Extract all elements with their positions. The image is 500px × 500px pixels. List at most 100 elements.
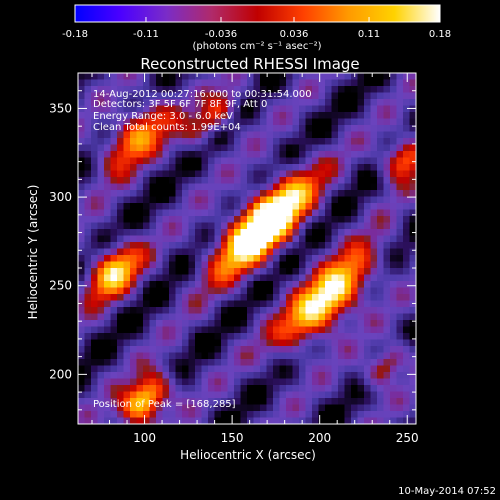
heatmap-cell <box>208 138 215 145</box>
heatmap-cell <box>260 287 267 295</box>
heatmap-cell <box>130 151 137 158</box>
heatmap-cell <box>331 268 339 275</box>
heatmap-cell <box>221 404 228 412</box>
heatmap-cell <box>318 411 326 418</box>
heatmap-cell <box>234 385 241 392</box>
heatmap-cell <box>338 99 345 106</box>
heatmap-cell <box>260 294 267 301</box>
heatmap-cell <box>357 255 365 262</box>
heatmap-cell <box>286 255 293 262</box>
heatmap-cell <box>266 326 274 334</box>
heatmap-cell <box>370 281 378 288</box>
heatmap-cell <box>234 138 241 145</box>
heatmap-cell <box>396 261 404 269</box>
heatmap-cell <box>364 281 371 288</box>
heatmap-cell <box>188 307 196 314</box>
heatmap-cell <box>97 281 105 288</box>
heatmap-cell <box>338 255 345 262</box>
heatmap-cell <box>182 73 189 80</box>
heatmap-cell <box>130 300 137 308</box>
heatmap-cell <box>344 281 352 288</box>
heatmap-cell <box>156 235 163 243</box>
heatmap-cell <box>149 352 157 360</box>
heatmap-cell <box>110 170 118 178</box>
heatmap-cell <box>253 177 261 184</box>
heatmap-cell <box>182 365 189 373</box>
heatmap-cell <box>110 398 118 405</box>
heatmap-cell <box>162 404 170 412</box>
heatmap-cell <box>273 359 280 366</box>
heatmap-cell <box>110 164 118 171</box>
heatmap-cell <box>260 391 267 399</box>
heatmap-cell <box>110 320 118 327</box>
heatmap-cell <box>331 131 339 139</box>
heatmap-cell <box>208 385 215 392</box>
heatmap-cell <box>364 255 371 262</box>
heatmap-cell <box>117 333 124 340</box>
heatmap-cell <box>130 255 137 262</box>
heatmap-cell <box>221 190 228 197</box>
heatmap-cell <box>104 274 111 282</box>
heatmap-cell <box>247 326 254 334</box>
heatmap-cell <box>357 313 365 321</box>
heatmap-cell <box>97 138 105 145</box>
heatmap-cell <box>396 183 404 191</box>
heatmap-cell <box>208 177 215 184</box>
heatmap-cell <box>156 268 163 275</box>
heatmap-cell <box>292 417 300 424</box>
heatmap-cell <box>318 92 326 100</box>
heatmap-cell <box>409 183 416 191</box>
heatmap-cell <box>396 274 404 282</box>
heatmap-cell <box>78 268 85 275</box>
heatmap-cell <box>234 209 241 217</box>
heatmap-cell <box>273 365 280 373</box>
heatmap-cell <box>364 359 371 366</box>
heatmap-cell <box>390 242 397 249</box>
heatmap-cell <box>377 209 384 217</box>
heatmap-cell <box>299 242 306 249</box>
heatmap-cell <box>377 287 384 295</box>
heatmap-cell <box>136 118 144 126</box>
heatmap-cell <box>104 398 111 405</box>
heatmap-cell <box>182 170 189 178</box>
heatmap-cell <box>201 86 209 93</box>
heatmap-cell <box>403 346 410 353</box>
heatmap-cell <box>370 359 378 366</box>
heatmap-cell <box>227 320 235 327</box>
heatmap-cell <box>221 365 228 373</box>
heatmap-cell <box>383 313 391 321</box>
heatmap-cell <box>383 398 391 405</box>
heatmap-cell <box>97 300 105 308</box>
heatmap-cell <box>240 170 248 178</box>
heatmap-cell <box>286 346 293 353</box>
heatmap-cell <box>312 417 319 424</box>
heatmap-cell <box>383 248 391 256</box>
heatmap-cell <box>156 359 163 366</box>
heatmap-cell <box>208 157 215 165</box>
heatmap-cell <box>266 105 274 113</box>
heatmap-cell <box>377 417 384 424</box>
heatmap-cell <box>169 248 176 256</box>
heatmap-cell <box>409 248 416 256</box>
heatmap-cell <box>266 99 274 106</box>
heatmap-cell <box>143 235 150 243</box>
heatmap-cell <box>325 118 332 126</box>
heatmap-cell <box>123 157 131 165</box>
heatmap-cell <box>292 99 300 106</box>
heatmap-cell <box>130 86 137 93</box>
heatmap-cell <box>344 411 352 418</box>
heatmap-cell <box>208 359 215 366</box>
heatmap-cell <box>377 359 384 366</box>
heatmap-cell <box>247 138 254 145</box>
heatmap-cell <box>117 404 124 412</box>
heatmap-cell <box>331 86 339 93</box>
heatmap-cell <box>143 378 150 386</box>
heatmap-cell <box>214 287 222 295</box>
heatmap-cell <box>377 196 384 204</box>
heatmap-cell <box>403 248 410 256</box>
heatmap-cell <box>130 313 137 321</box>
heatmap-cell <box>396 365 404 373</box>
heatmap-cell <box>240 209 248 217</box>
heatmap-cell <box>292 125 300 132</box>
heatmap-cell <box>201 164 209 171</box>
